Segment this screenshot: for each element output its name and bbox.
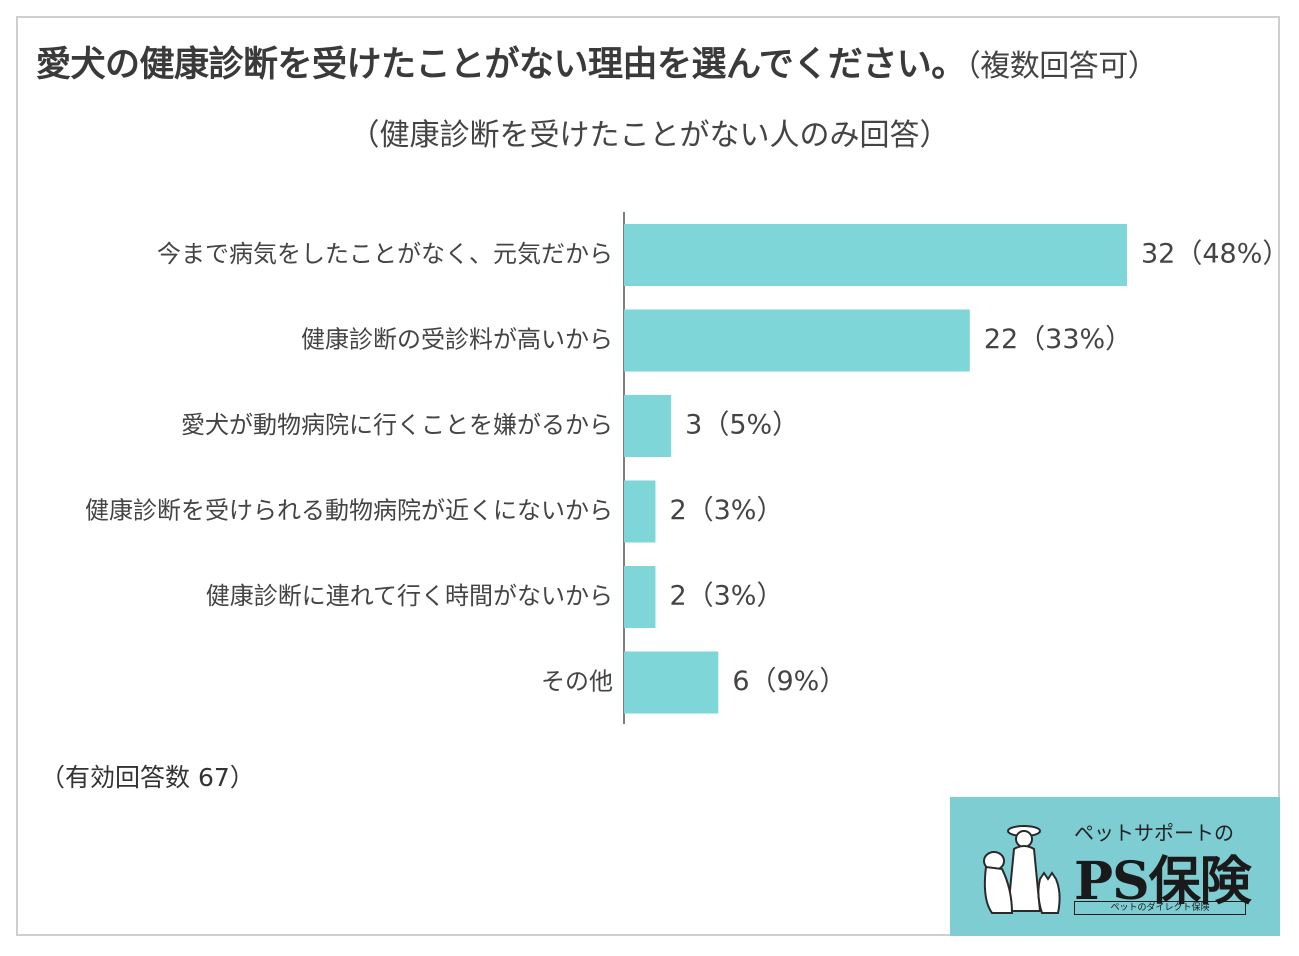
category-label: 健康診断の受診料が高いから xyxy=(301,326,613,354)
chart-title-note: （複数回答可） xyxy=(965,49,1158,84)
data-label: 32（48%） xyxy=(1141,239,1289,270)
bar xyxy=(624,566,656,628)
category-label: その他 xyxy=(541,668,613,696)
logo-subtext: ペットのダイレクト保険 xyxy=(1074,901,1246,915)
woman-with-dog-and-cat-icon xyxy=(983,825,1061,914)
data-label: 2（3%） xyxy=(669,581,783,612)
chart-title-main: 愛犬の健康診断を受けたことがない理由を選んでください。 xyxy=(36,45,966,85)
bar-chart: 今まで病気をしたことがなく、元気だから 32（48%） 健康診断の受診料が高いから 2… xyxy=(85,212,1289,724)
data-label: 6（9%） xyxy=(732,666,846,697)
data-label: 3（5%） xyxy=(685,410,799,441)
category-label: 今まで病気をしたことがなく、元気だから xyxy=(157,240,613,268)
chart-title: 愛犬の健康診断を受けたことがない理由を選んでください。（複数回答可） xyxy=(36,36,1266,87)
bar xyxy=(624,309,970,372)
category-label: 健康診断に連れて行く時間がないから xyxy=(206,582,613,610)
bar xyxy=(624,395,672,457)
bar xyxy=(624,224,1127,286)
logo-tagline: ペットサポートの xyxy=(1074,821,1234,845)
category-label: 健康診断を受けられる動物病院が近くにないから xyxy=(85,497,613,525)
chart-subtitle: （健康診断を受けたことがない人のみ回答） xyxy=(349,118,950,153)
category-label: 愛犬が動物病院に行くことを嫌がるから xyxy=(181,411,613,439)
bar xyxy=(624,651,719,714)
chart-frame xyxy=(16,16,1280,936)
ps-hoken-logo: ペットサポートの PS保険 ペットのダイレクト保険 xyxy=(950,797,1280,936)
sample-size-note: （有効回答数 67） xyxy=(40,763,255,792)
data-label: 2（3%） xyxy=(669,495,783,526)
bar xyxy=(624,480,656,543)
data-label: 22（33%） xyxy=(984,324,1132,355)
